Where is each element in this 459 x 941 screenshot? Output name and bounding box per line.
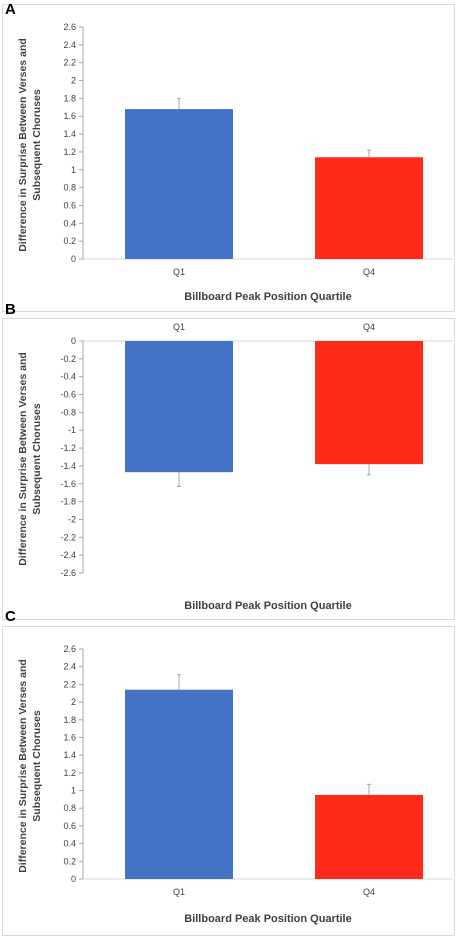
category-label: Q4 — [363, 267, 375, 277]
y-tick-label: 2.4 — [63, 40, 76, 50]
y-tick-label: 1.4 — [63, 750, 76, 760]
category-label: Q4 — [363, 887, 375, 897]
category-label: Q1 — [173, 267, 185, 277]
bar-q1 — [125, 109, 233, 259]
y-axis-title-line-1: Difference in Surprise Between Verses an… — [17, 659, 29, 873]
y-axis-title-line-1: Difference in Surprise Between Verses an… — [17, 38, 29, 252]
y-tick-label: 2.2 — [63, 58, 76, 68]
y-tick-label: -2.6 — [60, 568, 76, 578]
y-tick-label: 2 — [71, 697, 76, 707]
y-tick-label: 1 — [71, 786, 76, 796]
panel-letter-a: A — [5, 1, 16, 18]
y-tick-label: 0.4 — [63, 839, 76, 849]
y-tick-label: 0.6 — [63, 200, 76, 210]
chart-panel-a: 0 0.2 0.4 0.6 0.8 1 1.2 1.4 1.6 1.8 2 2.2 2.4 2.6 Q1 Q4… — [2, 4, 455, 312]
y-axis-title-line-2: Subsequent Choruses — [31, 89, 43, 201]
category-label: Q4 — [363, 322, 375, 332]
chart-panel-b: 0 -0.2 -0.4 -0.6 -0.8 -1 -1.2 -1.4 -1.6 -1.8 -2 -2.… — [2, 318, 455, 620]
y-tick-label: 0.8 — [63, 183, 76, 193]
y-tick-label: 2.4 — [63, 662, 76, 672]
y-tick-label: 1.2 — [63, 768, 76, 778]
y-tick-label: -0.4 — [60, 372, 76, 382]
y-axis-title-line-1: Difference in Surprise Between Verses an… — [17, 352, 29, 566]
y-tick-label: 2 — [71, 76, 76, 86]
y-tick-label: 0.2 — [63, 856, 76, 866]
y-tick-label: -2.4 — [60, 550, 76, 560]
y-tick-label: 0.2 — [63, 236, 76, 246]
panel-letter-c: C — [5, 608, 16, 625]
bar-q4 — [315, 794, 423, 879]
y-tick-label: -0.2 — [60, 354, 76, 364]
y-axis-title-line-2: Subsequent Choruses — [31, 403, 43, 515]
y-tick-label: 1.8 — [63, 715, 76, 725]
panel-letter-b: B — [5, 301, 16, 318]
category-label: Q1 — [173, 322, 185, 332]
y-tick-label: -1.2 — [60, 443, 76, 453]
y-tick-label: -2.2 — [60, 532, 76, 542]
y-tick-label: 1.4 — [63, 129, 76, 139]
y-tick-label: -0.6 — [60, 390, 76, 400]
y-tick-label: 0.6 — [63, 821, 76, 831]
bar-q1 — [125, 341, 233, 473]
y-tick-label: 0.8 — [63, 803, 76, 813]
y-tick-label: 1.6 — [63, 732, 76, 742]
y-tick-label: 2.6 — [63, 644, 76, 654]
y-tick-label: -2 — [68, 514, 76, 524]
y-tick-label: 0 — [71, 254, 76, 264]
y-tick-label: -0.8 — [60, 407, 76, 417]
y-tick-label: 0 — [71, 336, 76, 346]
bar-q4 — [315, 341, 423, 465]
y-tick-label: -1.4 — [60, 461, 76, 471]
y-tick-label: 1.6 — [63, 111, 76, 121]
x-axis-title: Billboard Peak Position Quartile — [184, 600, 351, 612]
chart-panel-c: 0 0.2 0.4 0.6 0.8 1 1.2 1.4 1.6 1.8 2 2.2 2.4 2.6 Q1 Q4… — [2, 626, 455, 936]
y-tick-label: 2.6 — [63, 22, 76, 32]
y-tick-label: 2.2 — [63, 679, 76, 689]
chart-c-svg: 0 0.2 0.4 0.6 0.8 1 1.2 1.4 1.6 1.8 2 2.2 2.4 2.6 Q1 Q4… — [17, 644, 453, 925]
x-axis-title: Billboard Peak Position Quartile — [184, 913, 351, 925]
y-tick-label: 1.2 — [63, 147, 76, 157]
bar-q1 — [125, 689, 233, 879]
y-tick-label: 1.8 — [63, 93, 76, 103]
bar-q4 — [315, 157, 423, 259]
y-tick-label: 0.4 — [63, 218, 76, 228]
y-tick-label: 0 — [71, 874, 76, 884]
category-label: Q1 — [173, 887, 185, 897]
y-axis-title: Difference in Surprise Between Verses an… — [17, 38, 43, 252]
chart-a-svg: 0 0.2 0.4 0.6 0.8 1 1.2 1.4 1.6 1.8 2 2.2 2.4 2.6 Q1 Q4… — [17, 22, 453, 303]
y-tick-label: 1 — [71, 165, 76, 175]
chart-b-svg: 0 -0.2 -0.4 -0.6 -0.8 -1 -1.2 -1.4 -1.6 -1.8 -2 -2.… — [17, 322, 453, 612]
y-tick-label: -1 — [68, 425, 76, 435]
y-axis-title: Difference in Surprise Between Verses an… — [17, 352, 43, 566]
y-tick-label: -1.8 — [60, 497, 76, 507]
y-tick-label: -1.6 — [60, 479, 76, 489]
y-axis-title: Difference in Surprise Between Verses an… — [17, 659, 43, 873]
y-axis-title-line-2: Subsequent Choruses — [31, 710, 43, 822]
x-axis-title: Billboard Peak Position Quartile — [184, 291, 351, 303]
